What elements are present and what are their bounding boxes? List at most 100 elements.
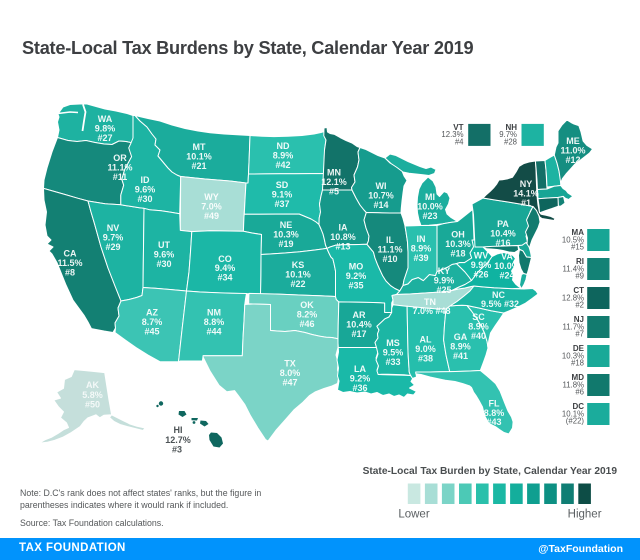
svg-text:10.3%: 10.3%	[445, 239, 471, 249]
svg-text:#46: #46	[299, 319, 314, 329]
svg-text:11.8%: 11.8%	[562, 380, 584, 389]
svg-text:PA: PA	[497, 219, 509, 229]
svg-text:AK: AK	[86, 380, 99, 390]
svg-text:8.9%: 8.9%	[450, 342, 471, 352]
svg-text:TN: TN	[424, 297, 436, 307]
svg-text:8.2%: 8.2%	[297, 310, 318, 320]
svg-text:#9: #9	[575, 272, 584, 281]
svg-text:#28: #28	[504, 137, 517, 146]
svg-text:#50: #50	[85, 399, 100, 409]
svg-text:WY: WY	[204, 192, 219, 202]
svg-text:TX: TX	[284, 359, 296, 369]
svg-text:IL: IL	[386, 235, 395, 245]
svg-text:10.1%: 10.1%	[285, 270, 311, 280]
svg-text:Lower: Lower	[398, 509, 429, 521]
svg-text:9.8%: 9.8%	[95, 124, 116, 134]
svg-text:OK: OK	[300, 300, 314, 310]
svg-text:MA: MA	[572, 228, 585, 237]
svg-text:9.2%: 9.2%	[346, 271, 367, 281]
svg-text:5.8%: 5.8%	[82, 390, 103, 400]
svg-text:#14: #14	[373, 200, 388, 210]
svg-text:9.0%: 9.0%	[415, 344, 436, 354]
svg-text:#26: #26	[473, 269, 488, 279]
svg-text:HI: HI	[174, 425, 183, 435]
svg-text:#34: #34	[217, 272, 232, 282]
svg-text:10.1%: 10.1%	[562, 409, 584, 418]
svg-text:MN: MN	[327, 168, 341, 178]
svg-text:#1: #1	[521, 198, 531, 208]
svg-text:#24: #24	[499, 270, 514, 280]
svg-text:#10: #10	[382, 254, 397, 264]
svg-text:8.8%: 8.8%	[204, 317, 225, 327]
svg-text:9.5%: 9.5%	[383, 348, 404, 358]
svg-text:#12: #12	[565, 155, 580, 165]
svg-text:AL: AL	[420, 335, 432, 345]
svg-text:11.1%: 11.1%	[107, 163, 132, 173]
svg-text:8.9%: 8.9%	[468, 322, 489, 332]
svg-text:#40: #40	[471, 331, 486, 341]
svg-text:11.1%: 11.1%	[377, 245, 402, 255]
svg-text:#44: #44	[206, 326, 221, 336]
svg-text:10.5%: 10.5%	[562, 235, 584, 244]
svg-text:10.0%: 10.0%	[417, 202, 443, 212]
svg-text:VT: VT	[453, 123, 463, 132]
svg-text:WI: WI	[376, 181, 387, 191]
svg-text:(#22): (#22)	[566, 417, 585, 426]
svg-text:NV: NV	[107, 223, 120, 233]
svg-text:MS: MS	[386, 338, 400, 348]
svg-text:#36: #36	[352, 383, 367, 393]
svg-text:9.7%: 9.7%	[499, 130, 517, 139]
svg-text:NH: NH	[505, 123, 517, 132]
svg-text:#30: #30	[156, 259, 171, 269]
svg-text:#33: #33	[385, 357, 400, 367]
svg-text:#17: #17	[351, 329, 366, 339]
svg-text:DE: DE	[573, 344, 585, 353]
svg-text:11.7%: 11.7%	[562, 322, 584, 331]
svg-text:8.0%: 8.0%	[280, 368, 301, 378]
svg-text:CA: CA	[64, 249, 77, 259]
svg-text:VA: VA	[501, 252, 513, 262]
svg-text:9.6%: 9.6%	[154, 250, 175, 260]
svg-text:KY: KY	[438, 266, 451, 276]
svg-text:#39: #39	[413, 253, 428, 263]
svg-text:#4: #4	[455, 137, 464, 146]
svg-text:10.4%: 10.4%	[346, 320, 372, 330]
svg-text:#25: #25	[436, 285, 451, 295]
svg-text:MI: MI	[425, 192, 435, 202]
svg-text:12.3%: 12.3%	[441, 130, 463, 139]
svg-text:#45: #45	[144, 326, 159, 336]
svg-text:LA: LA	[354, 364, 366, 374]
svg-text:#29: #29	[105, 242, 120, 252]
svg-text:#22: #22	[290, 279, 305, 289]
svg-text:NY: NY	[520, 179, 533, 189]
svg-text:NJ: NJ	[574, 315, 584, 324]
svg-text:#2: #2	[575, 301, 584, 310]
svg-text:10.0%: 10.0%	[494, 261, 520, 271]
svg-text:9.2%: 9.2%	[350, 374, 371, 384]
svg-text:NC: NC	[492, 290, 505, 300]
svg-text:10.7%: 10.7%	[368, 191, 394, 201]
svg-text:11.0%: 11.0%	[560, 146, 585, 156]
svg-text:12.8%: 12.8%	[562, 293, 584, 302]
svg-text:#38: #38	[418, 353, 433, 363]
svg-text:#16: #16	[495, 238, 510, 248]
svg-text:CO: CO	[218, 254, 232, 264]
svg-text:7.0%: 7.0%	[201, 202, 222, 212]
svg-text:#49: #49	[204, 211, 219, 221]
svg-text:ID: ID	[141, 175, 151, 185]
svg-text:IA: IA	[339, 223, 349, 233]
svg-text:12.1%: 12.1%	[321, 177, 347, 187]
svg-text:#3: #3	[172, 444, 182, 454]
svg-text:7.0% #48: 7.0% #48	[412, 306, 450, 316]
svg-text:#43: #43	[486, 417, 501, 427]
svg-text:SD: SD	[276, 180, 289, 190]
svg-text:GA: GA	[454, 332, 468, 342]
svg-text:MO: MO	[349, 262, 364, 272]
svg-text:11.4%: 11.4%	[562, 264, 584, 273]
svg-text:11.5%: 11.5%	[57, 258, 82, 268]
svg-text:KS: KS	[292, 260, 305, 270]
svg-text:CT: CT	[573, 286, 584, 295]
svg-text:10.8%: 10.8%	[330, 232, 356, 242]
svg-text:#7: #7	[575, 330, 584, 339]
svg-text:OR: OR	[113, 153, 127, 163]
